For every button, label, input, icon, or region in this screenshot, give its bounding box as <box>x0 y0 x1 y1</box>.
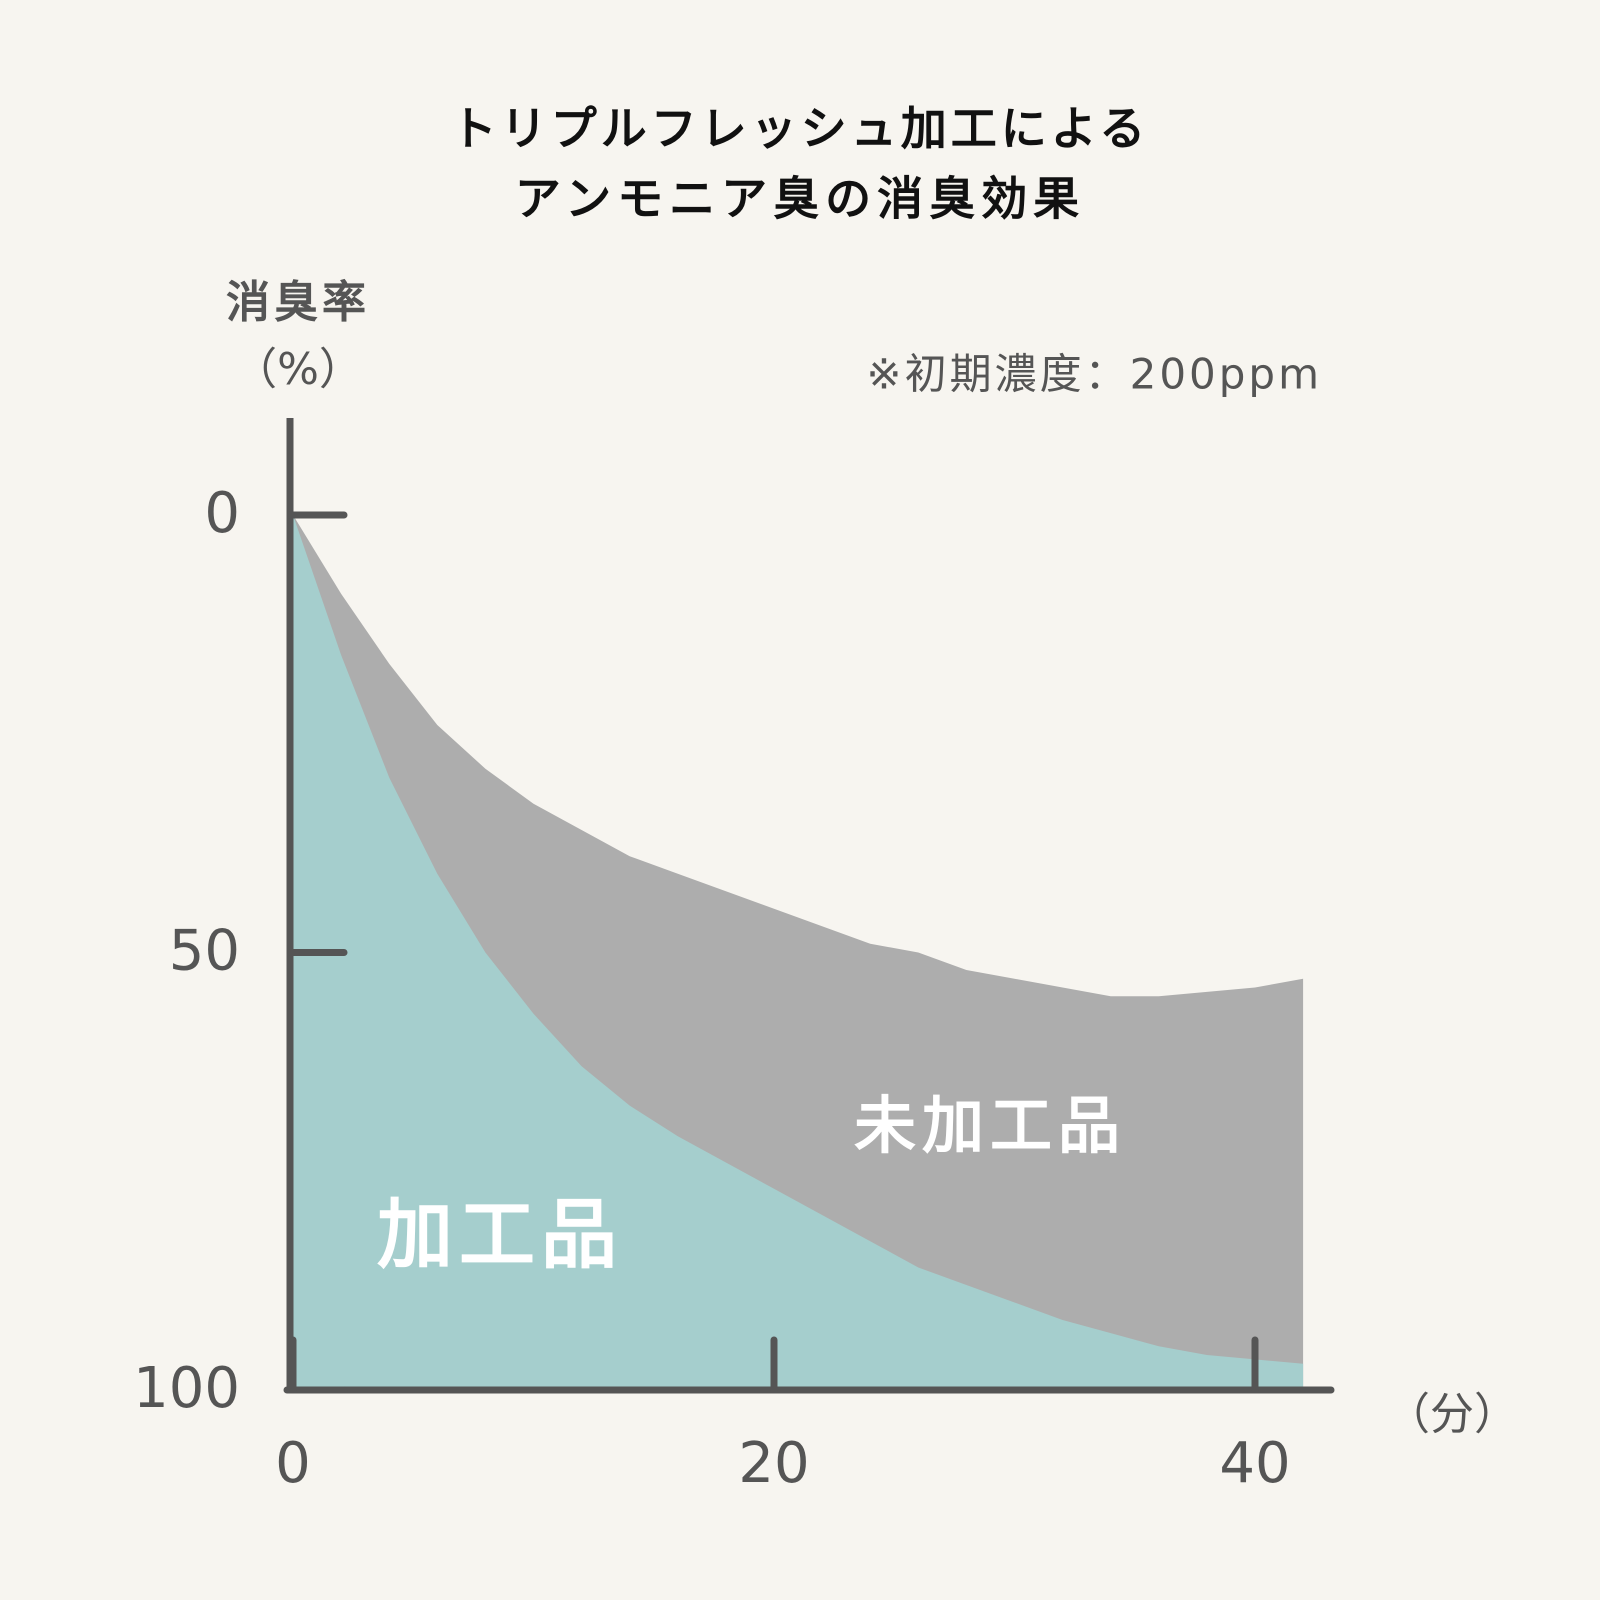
chart-title: アンモニア臭の消臭効果 <box>515 172 1085 226</box>
y-axis-label: 消臭率 <box>226 277 370 328</box>
x-axis-label: （分） <box>1386 1389 1518 1440</box>
y-tick-label: 100 <box>133 1356 240 1421</box>
x-tick-label: 0 <box>275 1431 311 1496</box>
x-tick-label: 20 <box>738 1431 809 1496</box>
y-axis-label: （%） <box>233 344 363 395</box>
note: ※初期濃度：200ppm <box>866 350 1322 399</box>
series-label: 未加工品 <box>854 1089 1126 1162</box>
series-label: 加工品 <box>377 1190 623 1279</box>
area <box>293 515 1304 1390</box>
x-tick-label: 40 <box>1219 1431 1290 1496</box>
y-tick-label: 50 <box>169 919 240 984</box>
chart-title: トリプルフレッシュ加工による <box>451 102 1150 156</box>
y-tick-label: 0 <box>204 481 240 546</box>
